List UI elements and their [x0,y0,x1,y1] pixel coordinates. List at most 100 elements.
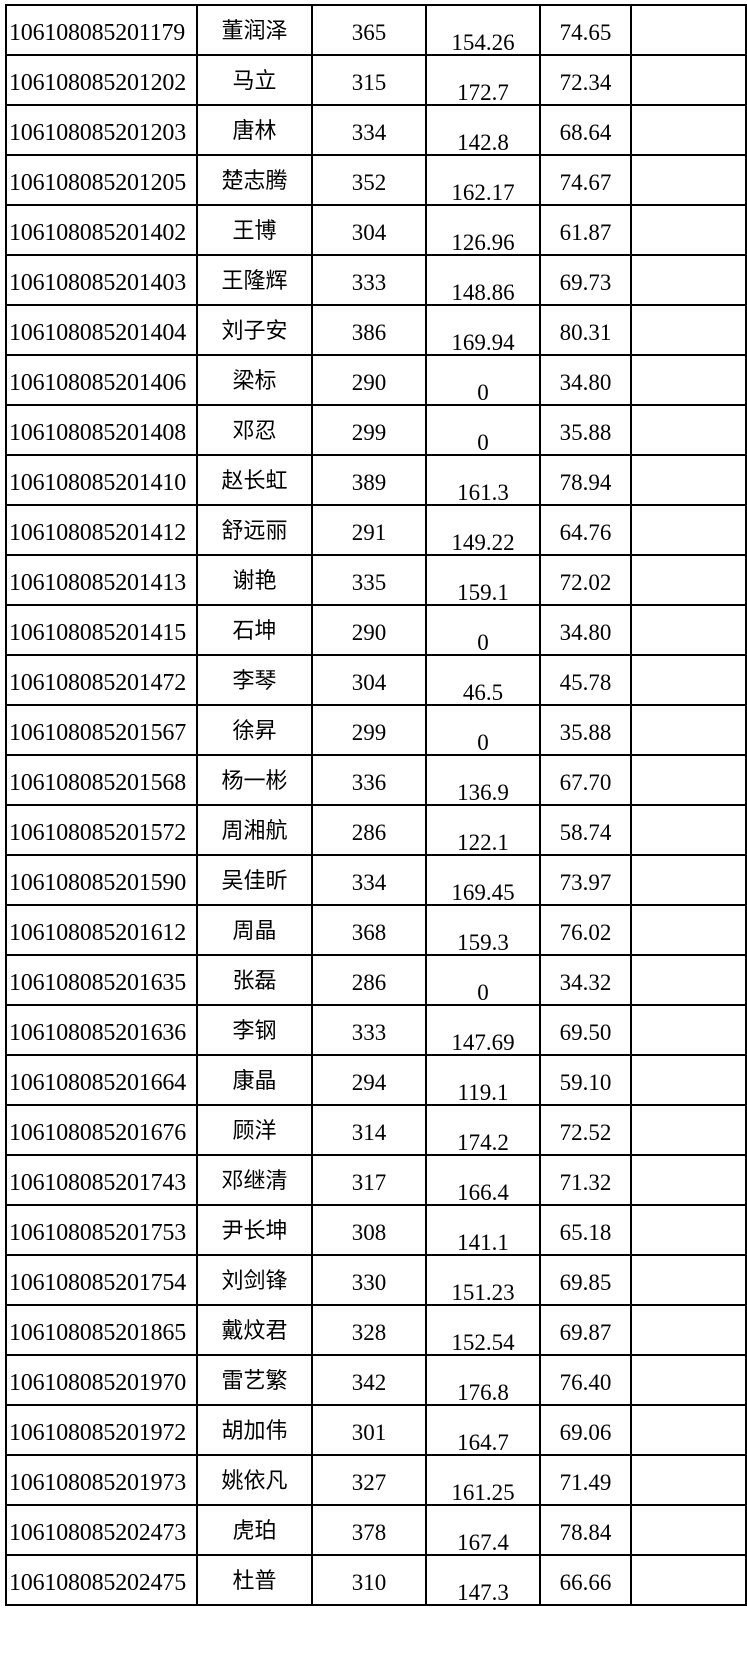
name-text: 谢艳 [232,569,277,594]
second-score-cell: 0 [425,604,541,656]
table-row: 106108085201406 梁标 290 0 34.80 [5,354,747,406]
table-row: 106108085201664 康晶 294 119.1 59.10 [5,1054,747,1106]
score-text: 308 [351,1220,387,1245]
candidate-id-text: 106108085201865 [9,1320,187,1346]
score-cell: 310 [311,1554,427,1606]
score-text: 291 [351,520,387,545]
remark-cell [630,1354,747,1406]
second-score-cell: 152.54 [425,1304,541,1356]
remark-cell [630,1204,747,1256]
candidate-id-text: 106108085201403 [9,270,187,296]
score-cell: 314 [311,1104,427,1156]
score-text: 334 [351,870,387,895]
name-text: 王博 [232,219,277,244]
second-score-cell: 148.86 [425,254,541,306]
second-score-text: 147.69 [451,1030,515,1055]
second-score-cell: 142.8 [425,104,541,156]
second-score-text: 0 [477,980,489,1005]
second-score-cell: 151.23 [425,1254,541,1306]
score-text: 336 [351,770,387,795]
name-cell: 谢艳 [196,554,313,606]
remark-text [632,456,745,471]
remark-cell [630,1454,747,1506]
remark-cell [630,204,747,256]
score-cell: 333 [311,1004,427,1056]
total-score-cell: 72.34 [539,54,632,106]
total-score-cell: 58.74 [539,804,632,856]
second-score-cell: 161.25 [425,1454,541,1506]
table-row: 106108085201415 石坤 290 0 34.80 [5,604,747,656]
candidate-id-text: 106108085201664 [9,1070,187,1096]
second-score-text: 119.1 [457,1080,509,1105]
total-score-text: 80.31 [559,320,612,345]
second-score-cell: 119.1 [425,1054,541,1106]
total-score-cell: 34.32 [539,954,632,1006]
total-score-cell: 74.65 [539,4,632,56]
second-score-text: 149.22 [451,530,515,555]
remark-cell [630,454,747,506]
name-cell: 邓忍 [196,404,313,456]
name-text: 胡加伟 [221,1419,288,1444]
remark-cell [630,654,747,706]
total-score-text: 67.70 [559,770,612,795]
table-row: 106108085201743 邓继清 317 166.4 71.32 [5,1154,747,1206]
name-cell: 顾洋 [196,1104,313,1156]
candidate-id-cell: 106108085201572 [5,804,198,856]
remark-cell [630,54,747,106]
second-score-cell: 159.1 [425,554,541,606]
name-cell: 王隆辉 [196,254,313,306]
score-text: 294 [351,1070,387,1095]
candidate-id-cell: 106108085201865 [5,1304,198,1356]
remark-cell [630,404,747,456]
candidate-id-cell: 106108085201205 [5,154,198,206]
name-cell: 李钢 [196,1004,313,1056]
score-cell: 286 [311,804,427,856]
name-text: 杜普 [232,1569,277,1594]
total-score-cell: 76.02 [539,904,632,956]
total-score-text: 65.18 [559,1220,612,1245]
score-cell: 299 [311,404,427,456]
name-text: 戴炆君 [221,1319,288,1344]
score-text: 342 [351,1370,387,1395]
remark-cell [630,1004,747,1056]
total-score-cell: 35.88 [539,404,632,456]
candidate-id-cell: 106108085201179 [5,4,198,56]
name-cell: 马立 [196,54,313,106]
candidate-id-text: 106108085201743 [9,1170,187,1196]
total-score-text: 59.10 [559,1070,612,1095]
remark-cell [630,1254,747,1306]
second-score-text: 141.1 [457,1230,509,1255]
total-score-text: 68.64 [559,120,612,145]
candidate-id-cell: 106108085201636 [5,1004,198,1056]
remark-cell [630,1504,747,1556]
total-score-cell: 65.18 [539,1204,632,1256]
name-cell: 张磊 [196,954,313,1006]
name-cell: 康晶 [196,1054,313,1106]
candidate-id-text: 106108085202473 [9,1520,187,1546]
score-text: 286 [351,970,387,995]
second-score-cell: 154.26 [425,4,541,56]
candidate-id-text: 106108085201973 [9,1470,187,1496]
total-score-cell: 69.06 [539,1404,632,1456]
candidate-id-cell: 106108085201754 [5,1254,198,1306]
candidate-id-text: 106108085201972 [9,1420,187,1446]
candidate-id-cell: 106108085201408 [5,404,198,456]
score-cell: 308 [311,1204,427,1256]
name-cell: 姚依凡 [196,1454,313,1506]
total-score-cell: 34.80 [539,604,632,656]
score-cell: 304 [311,654,427,706]
total-score-text: 72.34 [559,70,612,95]
second-score-text: 136.9 [457,780,509,805]
score-cell: 334 [311,104,427,156]
name-text: 姚依凡 [221,1469,288,1494]
candidate-id-cell: 106108085201404 [5,304,198,356]
score-text: 327 [351,1470,387,1495]
candidate-id-text: 106108085201203 [9,120,187,146]
remark-text [632,606,745,621]
second-score-cell: 169.94 [425,304,541,356]
second-score-cell: 122.1 [425,804,541,856]
remark-cell [630,1104,747,1156]
name-text: 王隆辉 [221,269,288,294]
total-score-cell: 80.31 [539,304,632,356]
second-score-text: 0 [477,380,489,405]
